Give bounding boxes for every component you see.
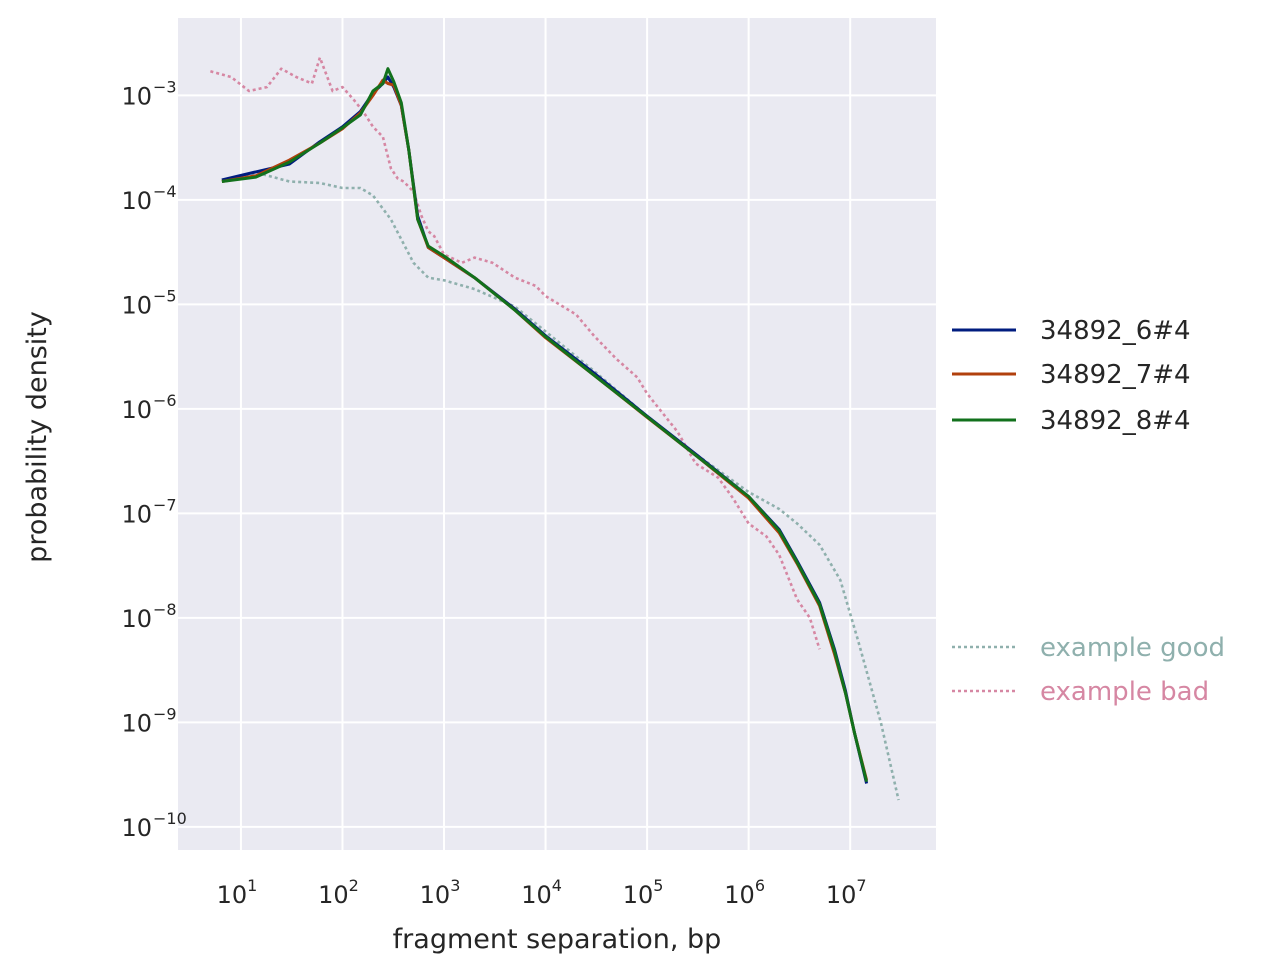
x-tick-label: 101 xyxy=(217,876,258,909)
series-line-34892-8-4 xyxy=(221,67,869,783)
grid xyxy=(178,18,936,850)
legend-label: 34892_7#4 xyxy=(1040,360,1191,390)
x-tick-label: 104 xyxy=(521,876,562,909)
y-tick-label: 10 xyxy=(121,291,152,319)
y-tick-exponent: −6 xyxy=(153,391,177,410)
y-tick-labels: 10−310−410−510−610−710−810−910−10 xyxy=(121,77,186,841)
y-tick-exponent: −8 xyxy=(153,600,177,619)
y-axis-title: probability density xyxy=(22,311,53,563)
x-tick-label: 107 xyxy=(826,876,867,909)
y-tick-exponent: −4 xyxy=(153,182,177,201)
legend-label: 34892_8#4 xyxy=(1040,406,1191,436)
y-tick-exponent: −10 xyxy=(153,809,187,828)
x-tick-label: 105 xyxy=(623,876,664,909)
series-layer xyxy=(210,56,900,801)
plot-background xyxy=(178,18,936,850)
x-tick-label: 102 xyxy=(318,876,359,909)
y-tick-label: 10 xyxy=(121,814,152,842)
legend-label: 34892_6#4 xyxy=(1040,316,1191,346)
series-line-example-good xyxy=(221,171,900,801)
x-tick-label: 103 xyxy=(420,876,461,909)
y-tick-exponent: −3 xyxy=(153,77,177,96)
y-tick-label: 10 xyxy=(121,709,152,737)
y-tick-label: 10 xyxy=(121,396,152,424)
legend-label: example bad xyxy=(1040,677,1209,707)
legend-label: example good xyxy=(1040,633,1225,663)
y-tick-exponent: −7 xyxy=(153,495,177,514)
x-tick-labels: 101 102 103 104 105 106 107 xyxy=(217,876,867,909)
x-axis-title: fragment separation, bp xyxy=(393,924,722,955)
y-tick-label: 10 xyxy=(121,187,152,215)
y-tick-label: 10 xyxy=(121,500,152,528)
y-tick-exponent: −9 xyxy=(153,704,177,723)
series-line-example-bad xyxy=(210,56,821,650)
y-tick-label: 10 xyxy=(121,605,152,633)
y-tick-exponent: −5 xyxy=(153,286,177,305)
x-tick-label: 106 xyxy=(724,876,765,909)
y-tick-label: 10 xyxy=(121,82,152,110)
